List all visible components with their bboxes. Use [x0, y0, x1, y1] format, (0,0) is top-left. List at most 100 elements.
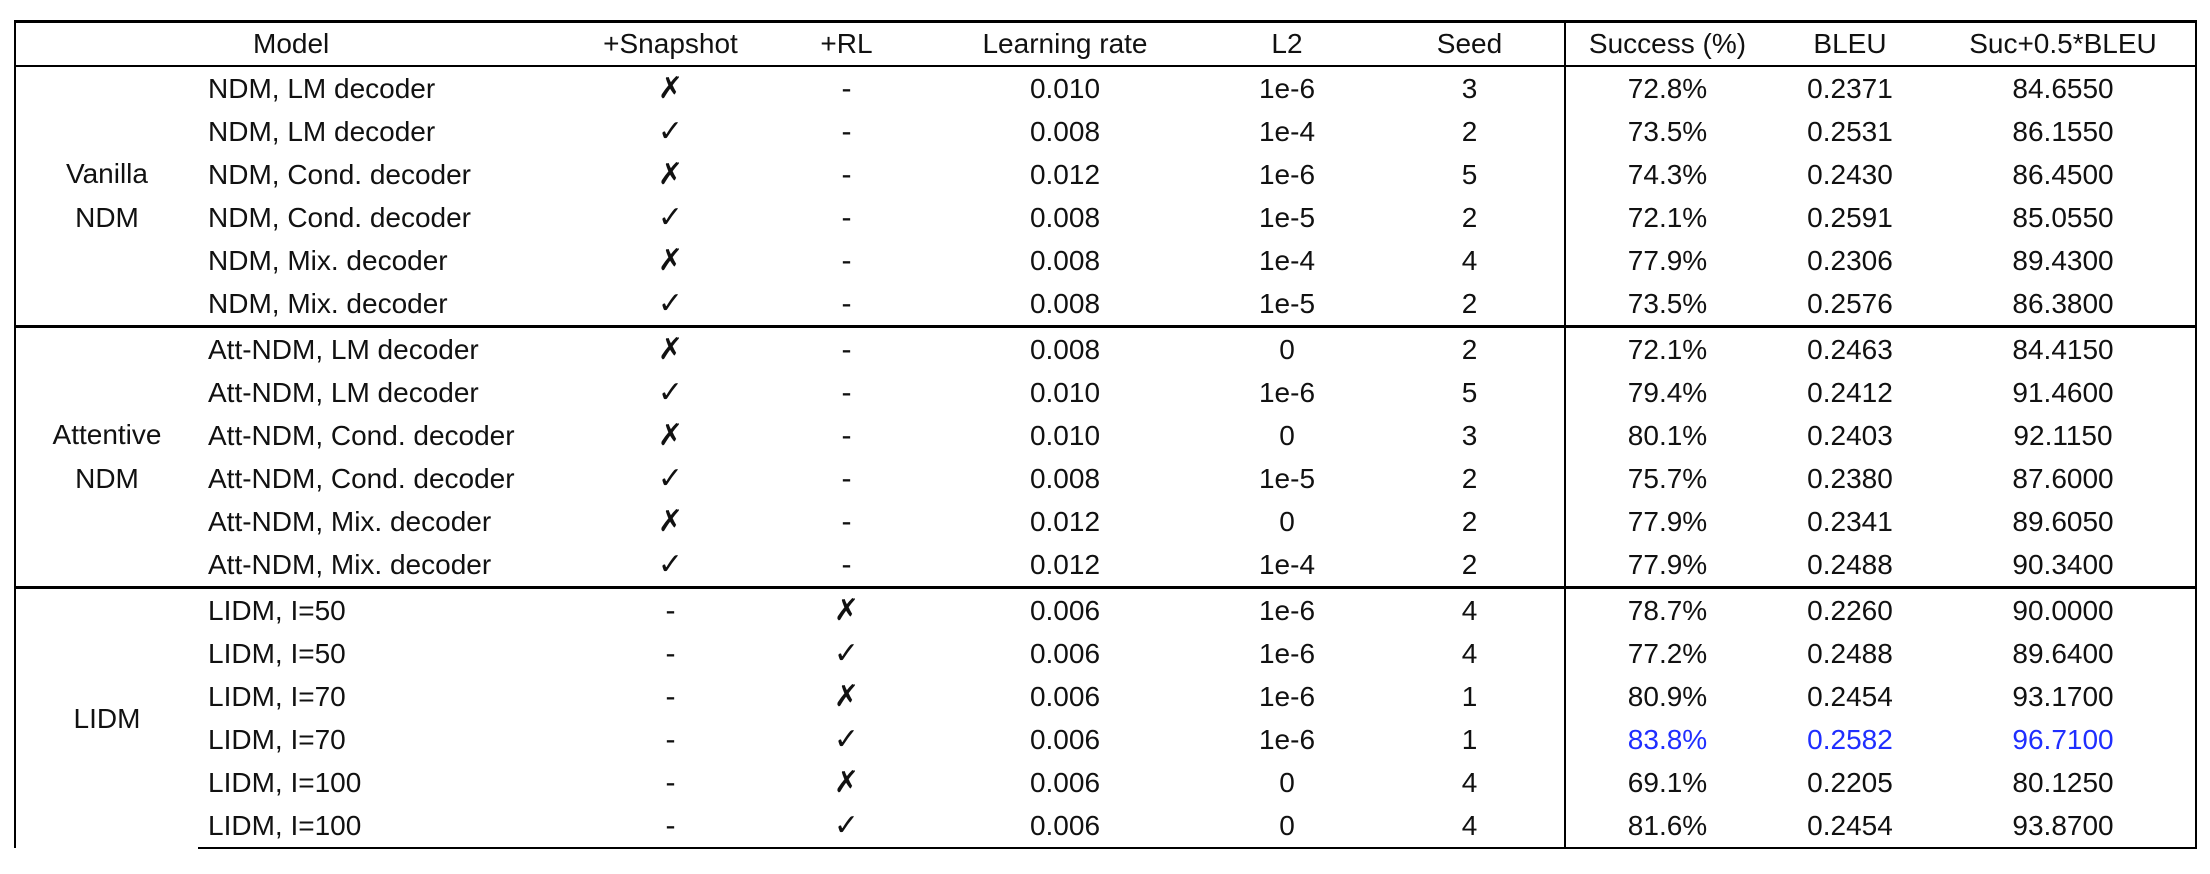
model-cell: LIDM, I=100	[198, 804, 579, 849]
value-cell: 4	[1375, 239, 1566, 282]
value-cell: 81.6%	[1565, 804, 1769, 849]
value-cell: 0	[1279, 419, 1295, 451]
model-cell: Att-NDM, Mix. decoder	[208, 548, 492, 580]
value-cell: 79.4%	[1627, 376, 1708, 408]
value-cell: 0.006	[1029, 680, 1101, 712]
table-row: Att-NDM, LM decoder ✓ - 0.010 1e-6 5 79.4% 0.24…	[15, 371, 2197, 414]
value-cell: 80.1250	[1931, 761, 2197, 804]
value-cell: 93.1700	[1931, 675, 2197, 718]
value-cell: 89.4300	[1931, 239, 2197, 282]
value-cell: 2	[1375, 110, 1566, 153]
value-cell: ✓	[657, 376, 684, 409]
group-label-line: Vanilla	[66, 158, 148, 189]
value-cell: 0.2463	[1769, 325, 1931, 371]
value-cell: 77.9%	[1627, 244, 1708, 276]
header-cell: Success (%)	[1565, 20, 1769, 67]
value-cell: 73.5%	[1627, 115, 1708, 147]
table-row: Att-NDM, Cond. decoder ✗ - 0.010 0 3 80.1% 0.24…	[15, 414, 2197, 457]
value-cell: 0.006	[1029, 766, 1101, 798]
header-cell: Learning rate	[931, 20, 1199, 67]
value-cell: 0.2488	[1807, 548, 1893, 580]
value-cell: 77.9%	[1627, 548, 1708, 580]
row-group: Vanilla NDM NDM, LM decoder ✗ - 0.010 1e-6 3 72.…	[14, 66, 2197, 327]
value-cell: -	[841, 243, 852, 277]
table-row: LIDM, I=50 - ✓ 0.006 1e-6 4 77.2% 0.2488 89.6400	[15, 632, 2197, 675]
results-table: Model +Snapshot +RL Learning rate L2 Seed Succ…	[14, 20, 2197, 849]
value-cell: 0.008	[1029, 115, 1101, 147]
header-cell: +Snapshot	[579, 20, 762, 67]
value-cell: ✓	[657, 201, 684, 234]
value-cell: 0.2591	[1807, 201, 1893, 233]
value-cell: 1e-4	[1258, 115, 1316, 147]
model-cell: Att-NDM, Cond. decoder	[208, 419, 515, 451]
value-cell: 1e-4	[1258, 548, 1316, 580]
value-cell: 0.006	[1029, 637, 1101, 669]
value-cell: -	[665, 765, 676, 799]
value-cell: 2	[1375, 282, 1566, 327]
model-cell: LIDM, I=70	[208, 723, 346, 755]
value-cell: 83.8%	[1627, 723, 1708, 755]
value-cell: 1e-6	[1258, 680, 1316, 712]
value-cell: 1e-5	[1258, 462, 1316, 494]
table-row: Attentive NDM Att-NDM, LM decoder ✗ -0.008 0 2…	[14, 325, 2197, 588]
table-row: Att-NDM, Mix. decoder ✓ - 0.012 1e-4 2 77.9% 0.…	[15, 543, 2197, 588]
value-cell: 0.2403	[1807, 419, 1893, 451]
value-cell: 2	[1375, 500, 1566, 543]
value-cell: 3	[1375, 66, 1566, 110]
group-label-line: NDM	[75, 202, 139, 233]
model-cell: LIDM, I=50	[208, 637, 346, 669]
group-label: Vanilla NDM	[14, 66, 198, 327]
value-cell: -	[841, 375, 852, 409]
model-cell: Att-NDM, LM decoder	[208, 376, 479, 408]
value-cell: ✗	[657, 244, 684, 277]
value-cell: 0.008	[931, 325, 1199, 371]
value-cell: 80.1%	[1627, 419, 1708, 451]
value-cell: 2	[1375, 457, 1566, 500]
value-cell: 0	[1279, 766, 1295, 798]
row-group: LIDM LIDM, I=50- ✗ 0.006 1e-6 4 78.7% 0.2260 90.…	[14, 586, 2197, 849]
value-cell: 0	[1279, 505, 1295, 537]
value-cell: 74.3%	[1627, 158, 1708, 190]
value-cell: 73.5%	[1627, 287, 1708, 319]
group-label-line: Attentive	[52, 419, 162, 450]
value-cell: 85.0550	[1931, 196, 2197, 239]
header-cell: Seed	[1375, 20, 1566, 67]
value-cell: 0.012	[1029, 505, 1101, 537]
header-row: Model +Snapshot +RL Learning rate L2 Seed Succ…	[14, 20, 2197, 67]
table-row: LIDM, I=70 - ✗ 0.006 1e-6 1 80.9% 0.2454 93.1700	[15, 675, 2197, 718]
value-cell: 96.7100	[1931, 718, 2197, 761]
value-cell: 89.6400	[1931, 632, 2197, 675]
value-cell: 80.9%	[1627, 680, 1708, 712]
header-cell: Suc+0.5*BLEU	[1931, 20, 2197, 67]
row-group: Attentive NDM Att-NDM, LM decoder ✗ -0.008 0 2…	[14, 325, 2197, 588]
value-cell: 0.008	[1029, 201, 1101, 233]
value-cell: 0	[1199, 804, 1375, 849]
value-cell: ✗	[579, 325, 762, 371]
value-cell: -	[841, 114, 852, 148]
group-label-line: LIDM	[73, 702, 141, 734]
value-cell: -	[841, 200, 852, 234]
value-cell: 86.1550	[1931, 110, 2197, 153]
model-cell: NDM, Mix. decoder	[208, 287, 448, 319]
value-cell: 0.2430	[1807, 158, 1893, 190]
value-cell: 1e-5	[1258, 287, 1316, 319]
value-cell: ✓	[657, 115, 684, 148]
table-row: Att-NDM, Mix. decoder ✗ - 0.012 0 2 77.9% 0.234…	[15, 500, 2197, 543]
value-cell: 2	[1375, 196, 1566, 239]
value-cell: 0.008	[1029, 462, 1101, 494]
value-cell: 0	[1199, 325, 1375, 371]
value-cell: -	[665, 722, 676, 756]
table-row: NDM, Mix. decoder ✓ - 0.008 1e-5 2 73.5% 0.2576…	[15, 282, 2197, 327]
value-cell: -	[762, 325, 931, 371]
value-cell: -	[841, 71, 852, 105]
value-cell: 5	[1375, 153, 1566, 196]
header-cell: L2	[1199, 20, 1375, 67]
value-cell: ✗	[657, 158, 684, 191]
value-cell: 4	[1375, 804, 1566, 849]
value-cell: 2	[1375, 543, 1566, 588]
value-cell: 1e-6	[1199, 586, 1375, 632]
value-cell: 72.1%	[1565, 325, 1769, 371]
model-cell: NDM, Cond. decoder	[208, 201, 472, 233]
value-cell: 84.4150	[1931, 325, 2197, 371]
value-cell: 5	[1375, 371, 1566, 414]
